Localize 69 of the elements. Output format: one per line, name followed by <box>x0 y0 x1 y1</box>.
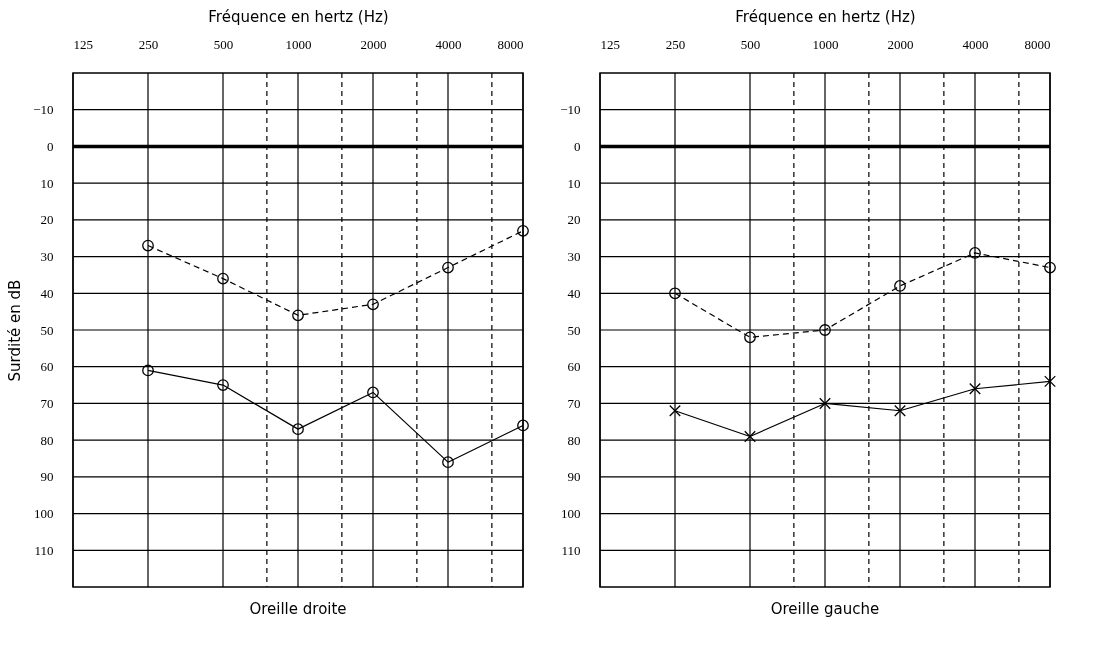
point <box>142 239 154 252</box>
y-tick-label: −10 <box>33 102 54 118</box>
point <box>744 331 756 344</box>
y-tick-label: 10 <box>567 175 581 191</box>
x-axis-title: Fréquence en hertz (Hz) <box>208 7 389 26</box>
x-tick-label: 250 <box>138 36 159 52</box>
y-tick-label: 100 <box>34 506 54 522</box>
y-tick-label: 40 <box>567 285 581 301</box>
point <box>969 382 981 395</box>
x-tick-label: 2000 <box>360 36 387 52</box>
y-tick-label: 70 <box>40 395 54 411</box>
y-tick-label: 0 <box>47 138 54 154</box>
x-tick-label: 500 <box>213 36 234 52</box>
x-axis-title: Fréquence en hertz (Hz) <box>735 7 916 26</box>
y-tick-label: 20 <box>567 212 581 228</box>
point <box>292 309 304 322</box>
point <box>819 324 831 336</box>
point <box>142 364 154 377</box>
x-tick-label: 125 <box>73 36 93 52</box>
y-tick-label: 80 <box>40 432 54 448</box>
x-tick-label: 2000 <box>887 36 914 52</box>
y-tick-label: 40 <box>40 285 54 301</box>
y-tick-label: 0 <box>574 138 581 154</box>
x-tick-label: 1000 <box>812 36 839 52</box>
y-tick-label: 80 <box>567 432 581 448</box>
point <box>367 386 379 399</box>
y-tick-label: 60 <box>40 359 54 375</box>
point <box>517 224 529 237</box>
x-tick-label: 4000 <box>435 36 462 52</box>
point <box>894 404 906 417</box>
text: Oreille gauche <box>770 599 880 618</box>
point <box>669 404 681 417</box>
x-tick-label: 4000 <box>962 36 989 52</box>
x-tick-label: 8000 <box>1024 36 1051 52</box>
point <box>744 430 756 443</box>
y-tick-label: 90 <box>40 469 54 485</box>
y-tick-label: 110 <box>561 542 581 558</box>
point <box>292 423 304 436</box>
y-tick-label: −10 <box>560 102 581 118</box>
point <box>969 247 981 259</box>
y-tick-label: 90 <box>567 469 581 485</box>
y-tick-label: 110 <box>34 542 54 558</box>
y-tick-label: 50 <box>40 322 54 338</box>
point <box>442 456 454 469</box>
y-tick-label: 60 <box>567 359 581 375</box>
point <box>1044 375 1056 388</box>
y-tick-label: 20 <box>40 212 54 228</box>
x-tick-label: 8000 <box>497 36 524 52</box>
point <box>669 287 681 300</box>
x-tick-label: 250 <box>665 36 686 52</box>
point <box>819 397 831 410</box>
point <box>217 272 229 285</box>
y-tick-label: 30 <box>567 249 581 265</box>
text: Oreille droite <box>249 599 347 618</box>
point <box>1044 261 1056 274</box>
point <box>442 261 454 274</box>
y-tick-label: 50 <box>567 322 581 338</box>
x-tick-label: 500 <box>740 36 761 52</box>
point <box>217 379 229 391</box>
y-tick-label: 70 <box>567 395 581 411</box>
x-tick-label: 125 <box>600 36 620 52</box>
x-tick-label: 1000 <box>285 36 312 52</box>
y-tick-label: 30 <box>40 249 54 265</box>
y-tick-label: 10 <box>40 175 54 191</box>
point <box>517 419 529 432</box>
y-tick-label: 100 <box>561 506 581 522</box>
point <box>894 280 906 292</box>
point <box>367 298 379 311</box>
y-axis-title: Surdité en dB <box>6 279 25 382</box>
